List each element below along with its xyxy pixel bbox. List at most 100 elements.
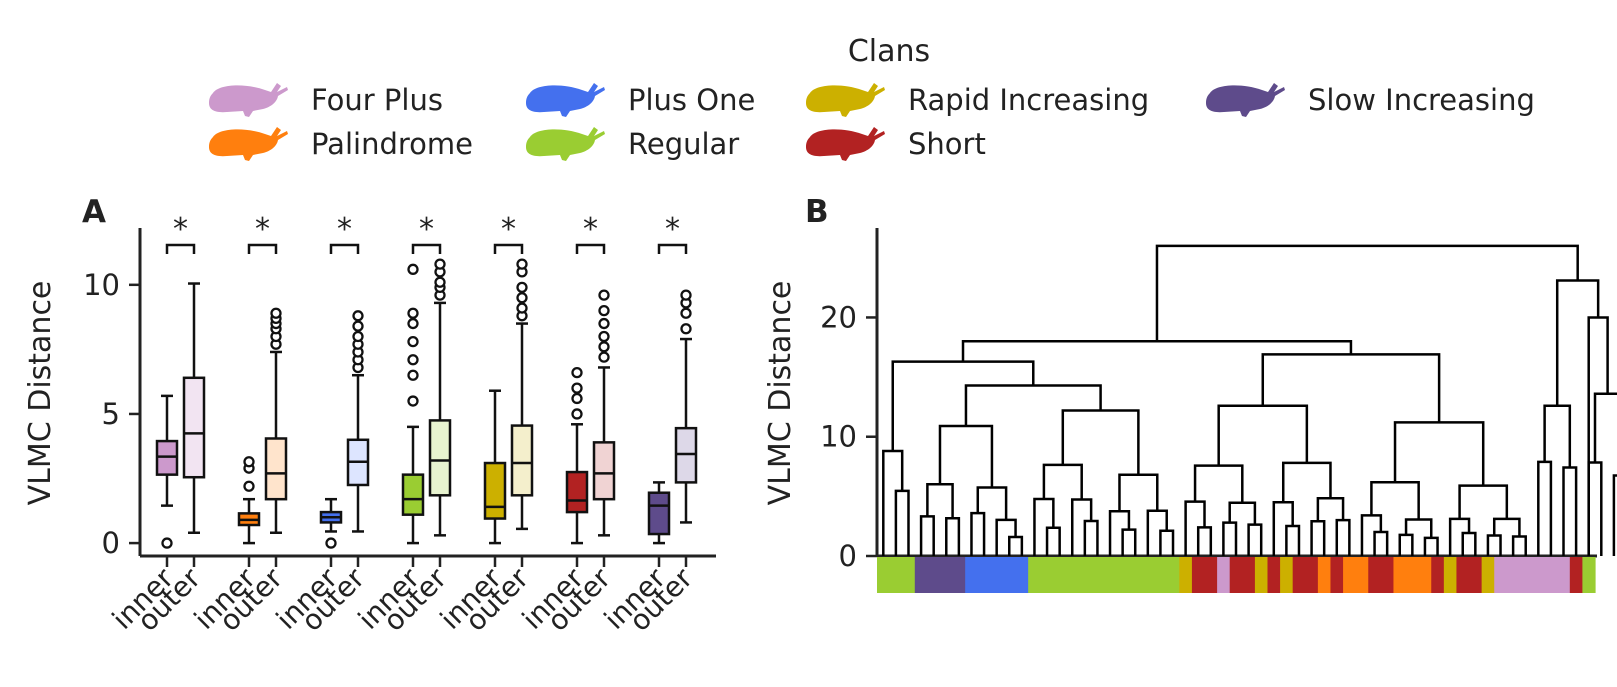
panel-b-ytick-label: 10: [820, 420, 857, 454]
inner-outlier: [571, 408, 583, 420]
outer-outlier: [434, 276, 446, 288]
dendrogram-link: [1118, 473, 1159, 512]
dendrogram-link: [1612, 474, 1617, 556]
inner-outlier: [407, 354, 419, 366]
significance-marker: *: [665, 212, 680, 247]
outer-outlier: [516, 258, 528, 270]
dendrogram-link: [1310, 520, 1326, 556]
leaf-color-rapid-increasing: [1481, 557, 1495, 593]
dendrogram-link: [1281, 461, 1332, 503]
outer-outlier: [680, 289, 692, 301]
inner-outlier: [243, 480, 255, 492]
significance-marker: *: [337, 212, 352, 247]
dendrogram-link: [1562, 466, 1578, 556]
leaf-color-short: [1191, 557, 1218, 593]
outer-outlier: [598, 351, 610, 363]
leaf-color-short: [1569, 557, 1584, 593]
dendrogram-link: [1537, 460, 1553, 556]
dendrogram-link: [1008, 535, 1024, 556]
leaf-color-short: [1292, 557, 1319, 593]
significance-bracket: [575, 243, 606, 254]
legend-label-plus-one: Plus One: [628, 83, 755, 117]
outer-outlier: [352, 330, 364, 343]
dendrogram-link: [964, 384, 1102, 426]
sperm-whale-icon: [209, 83, 288, 117]
dendrogram-link: [1316, 496, 1345, 522]
outer-box: [674, 426, 698, 484]
leaf-color-four-plus: [1217, 557, 1231, 593]
outer-outlier: [516, 302, 528, 314]
inner-outlier: [407, 395, 419, 407]
dendrogram-link: [1448, 517, 1471, 556]
inner-outlier: [161, 537, 173, 549]
dendrogram-link: [1335, 518, 1351, 556]
legend: Clans Four Plus Plus One Rapid Increasing S…: [209, 34, 1535, 161]
outer-box: [264, 437, 288, 501]
significance-bracket: [165, 243, 196, 254]
dendrogram-link: [1159, 529, 1175, 556]
significance-marker: *: [419, 212, 434, 247]
outer-box: [592, 441, 616, 501]
leaf-color-short: [1431, 557, 1445, 593]
dendrogram-link: [1587, 461, 1603, 556]
leaf-color-rapid-increasing: [1179, 557, 1193, 593]
inner-outlier: [571, 382, 583, 394]
dendrogram-link: [1184, 500, 1206, 556]
dendrogram-link: [1285, 524, 1301, 556]
inner-outlier: [407, 307, 419, 319]
inner-outlier: [243, 456, 255, 468]
outer-box: [510, 424, 534, 497]
outer-outlier: [516, 281, 528, 294]
outer-outlier: [598, 289, 610, 301]
dendrogram-link: [1071, 498, 1093, 556]
dendrogram-link: [1228, 501, 1257, 525]
dendrogram-link: [1360, 514, 1383, 556]
outer-outlier: [680, 323, 692, 335]
outer-outlier: [516, 292, 528, 304]
panel-b-ytick-label: 20: [820, 300, 857, 334]
dendrogram-link: [938, 424, 994, 488]
dendrogram-link: [961, 340, 1353, 362]
inner-outlier: [407, 263, 419, 275]
panel-a-label: A: [82, 194, 106, 230]
sperm-whale-icon: [806, 127, 885, 161]
dendrogram-link: [1261, 353, 1441, 423]
outer-box: [182, 376, 206, 479]
dendrogram-link: [1423, 536, 1439, 556]
panel-a-ytick-label: 0: [102, 526, 120, 560]
dendrogram-link: [1511, 535, 1527, 556]
dendrogram-link: [882, 449, 904, 556]
leaf-color-rapid-increasing: [1280, 557, 1294, 593]
legend-title: Clans: [848, 34, 930, 69]
dendrogram-link: [1108, 509, 1131, 556]
leaf-color-palindrome: [1343, 557, 1369, 593]
outer-outlier: [598, 341, 610, 353]
dendrogram-link: [894, 489, 910, 556]
dendrogram-link: [1461, 531, 1477, 556]
dendrogram-link: [1370, 481, 1420, 520]
leaf-color-rapid-increasing: [1443, 557, 1458, 593]
leaf-color-rapid-increasing: [1254, 557, 1269, 593]
leaf-color-short: [1368, 557, 1395, 593]
leaf-color-palindrome: [1393, 557, 1432, 593]
dendrogram-link: [1045, 526, 1061, 556]
inner-outlier: [571, 392, 583, 405]
leaf-color-palindrome: [1317, 557, 1332, 593]
legend-label-four-plus: Four Plus: [311, 83, 443, 117]
sperm-whale-icon: [1206, 83, 1285, 117]
panel-b-ylabel: VLMC Distance: [763, 281, 798, 506]
dendrogram-link: [1543, 404, 1572, 468]
significance-marker: *: [255, 212, 270, 247]
dendrogram-link: [970, 511, 986, 556]
panel-b-ytick-label: 0: [839, 539, 857, 573]
leaf-color-regular: [877, 557, 916, 593]
dendrogram-link: [1196, 526, 1213, 556]
inner-outlier: [407, 369, 419, 381]
dendrogram-link: [1373, 530, 1389, 556]
leaf-color-regular: [1028, 557, 1180, 593]
